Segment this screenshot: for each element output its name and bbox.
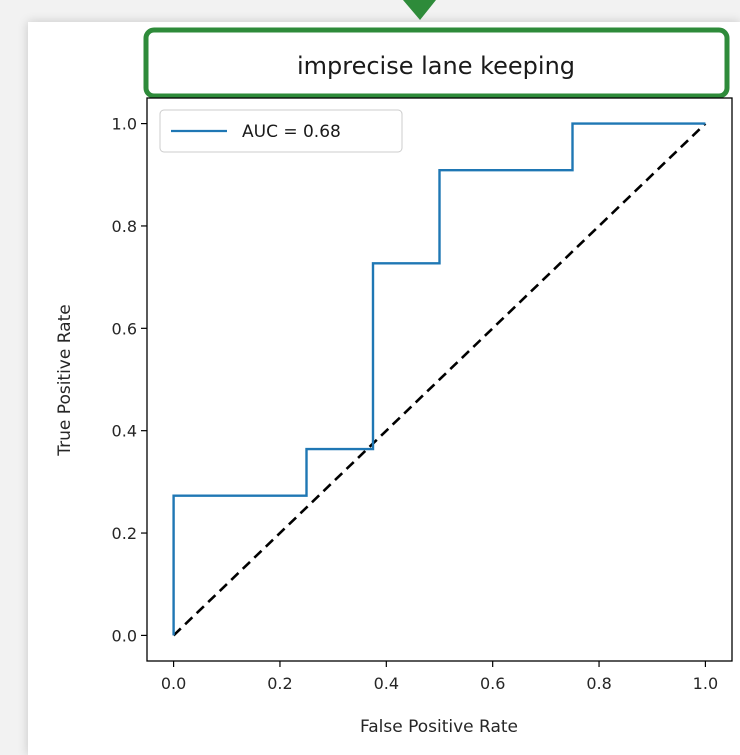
y-axis-ticks: 0.0 0.2 0.4 0.6 0.8 1.0 xyxy=(112,115,147,645)
y-tick-label: 0.4 xyxy=(112,422,137,441)
highlight-arrow xyxy=(403,0,436,20)
y-tick-label: 0.6 xyxy=(112,319,137,338)
series-layer xyxy=(172,122,707,637)
x-tick-label: 0.6 xyxy=(480,674,505,693)
chart-title: imprecise lane keeping xyxy=(297,52,575,80)
y-tick-label: 0.8 xyxy=(112,217,137,236)
y-tick-label: 0.2 xyxy=(112,524,137,543)
legend-box xyxy=(159,109,403,153)
y-axis-label: True Positive Rate xyxy=(55,304,75,456)
title-highlight-box xyxy=(143,27,730,99)
chance-diagonal-line xyxy=(172,122,707,637)
x-axis-ticks: 0.0 0.2 0.4 0.6 0.8 1.0 xyxy=(161,661,718,693)
x-tick-label: 1.0 xyxy=(693,674,718,693)
roc-curve-line xyxy=(172,122,706,636)
legend: AUC = 0.68 xyxy=(159,109,403,153)
x-tick-label: 0.2 xyxy=(267,674,292,693)
y-tick-label: 1.0 xyxy=(112,115,137,134)
x-tick-label: 0.4 xyxy=(374,674,399,693)
y-tick-label: 0.0 xyxy=(112,626,137,645)
x-tick-label: 0.0 xyxy=(161,674,186,693)
x-tick-label: 0.8 xyxy=(586,674,611,693)
plot-frame xyxy=(146,97,733,662)
x-axis-label: False Positive Rate xyxy=(360,717,518,737)
legend-label: AUC = 0.68 xyxy=(242,122,341,142)
